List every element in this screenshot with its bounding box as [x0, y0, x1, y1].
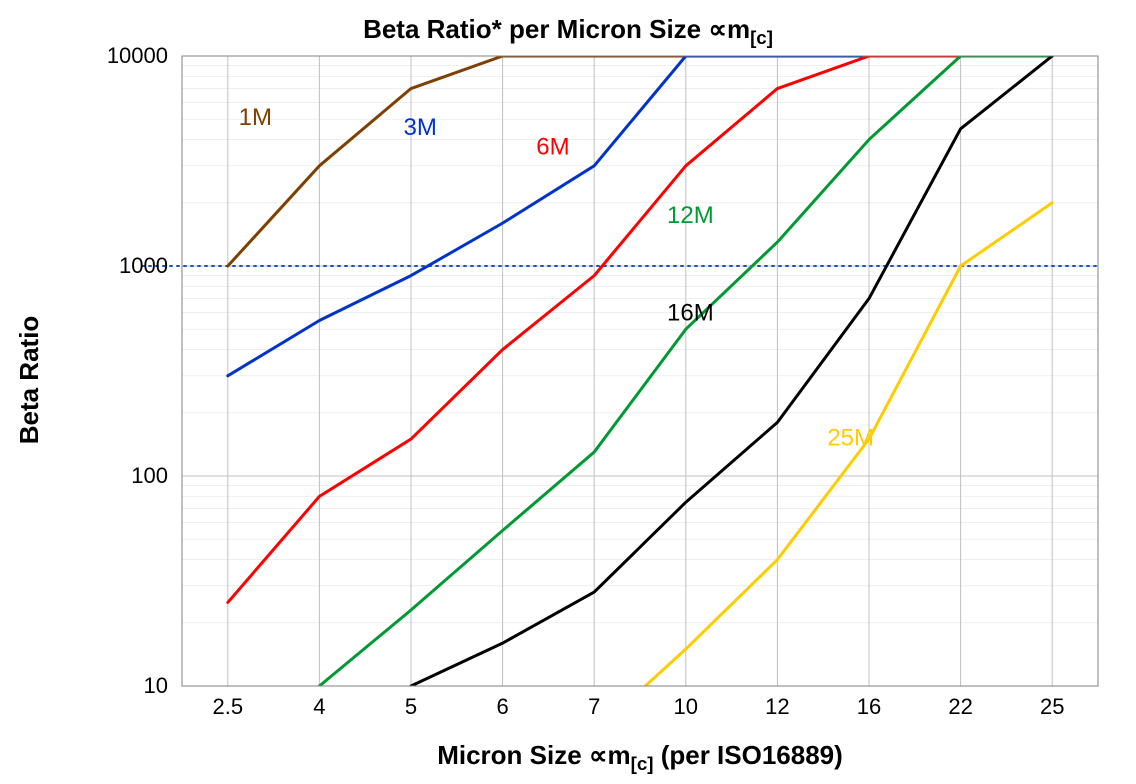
- x-axis-label-c: [c]: [631, 753, 654, 774]
- chart-title: Beta Ratio* per Micron Size ∝m[c]: [363, 14, 773, 48]
- x-axis-label-b: m: [607, 740, 630, 770]
- x-tick-label: 5: [405, 694, 417, 719]
- y-tick-labels: 10 100 1000 10000: [107, 43, 168, 698]
- chart-svg: Beta Ratio* per Micron Size ∝m[c] Micron…: [0, 0, 1136, 784]
- x-axis-label-alpha: ∝: [589, 740, 608, 770]
- chart-title-b: m: [727, 14, 750, 44]
- y-axis-label: Beta Ratio: [14, 316, 44, 445]
- x-axis-label-d: (per ISO16889): [653, 740, 842, 770]
- x-tick-label: 4: [313, 694, 325, 719]
- x-axis-label: Micron Size ∝m[c] (per ISO16889): [437, 740, 843, 774]
- y-tick-label: 10000: [107, 43, 168, 68]
- chart-title-a: Beta Ratio* per Micron Size: [363, 14, 708, 44]
- chart-title-c: [c]: [750, 27, 773, 48]
- x-tick-labels: 2.5 4 5 6 7 10 12 16 22 25: [213, 694, 1065, 719]
- x-tick-label: 25: [1040, 694, 1064, 719]
- series-label-25M: 25M: [827, 424, 874, 451]
- series-label-12M: 12M: [667, 202, 714, 229]
- x-tick-label: 2.5: [213, 694, 244, 719]
- x-axis-label-a: Micron Size: [437, 740, 589, 770]
- x-tick-label: 16: [857, 694, 881, 719]
- y-tick-label: 100: [131, 463, 168, 488]
- x-tick-label: 10: [674, 694, 698, 719]
- beta-ratio-chart: Beta Ratio* per Micron Size ∝m[c] Micron…: [0, 0, 1136, 784]
- x-tick-label: 12: [765, 694, 789, 719]
- y-tick-label: 10: [144, 673, 168, 698]
- y-tick-label: 1000: [119, 253, 168, 278]
- chart-title-alpha: ∝: [708, 14, 727, 44]
- series-label-3M: 3M: [403, 114, 436, 141]
- x-tick-label: 22: [948, 694, 972, 719]
- series-label-6M: 6M: [536, 133, 569, 160]
- x-tick-label: 6: [496, 694, 508, 719]
- x-tick-label: 7: [588, 694, 600, 719]
- series-label-16M: 16M: [667, 300, 714, 327]
- series-label-1M: 1M: [239, 104, 272, 131]
